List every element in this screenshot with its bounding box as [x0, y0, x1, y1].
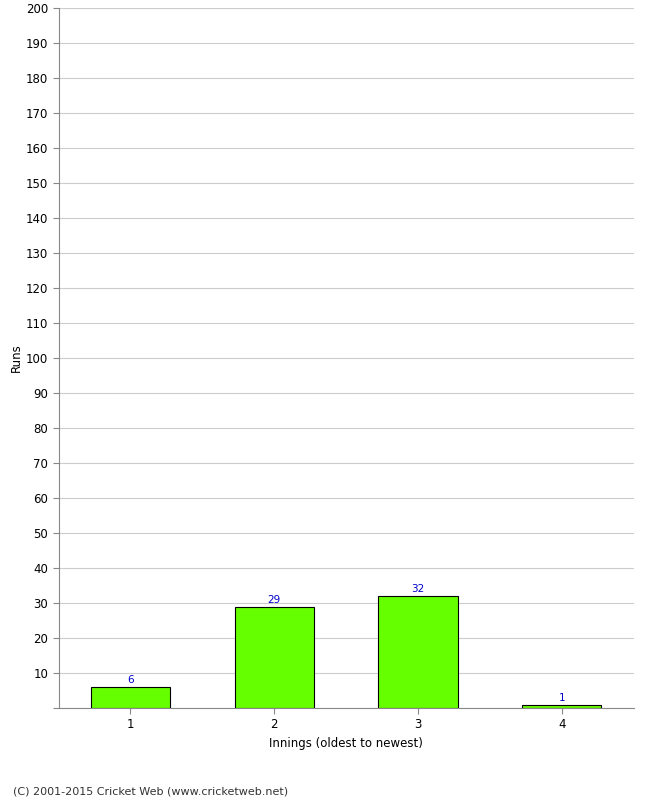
Text: 6: 6	[127, 675, 134, 686]
Text: (C) 2001-2015 Cricket Web (www.cricketweb.net): (C) 2001-2015 Cricket Web (www.cricketwe…	[13, 786, 288, 796]
Bar	[91, 687, 170, 708]
Bar	[523, 705, 601, 708]
Y-axis label: Runs: Runs	[10, 344, 23, 372]
Text: 1: 1	[558, 693, 565, 702]
Bar	[235, 606, 314, 708]
X-axis label: Innings (oldest to newest): Innings (oldest to newest)	[269, 737, 423, 750]
Text: 29: 29	[268, 594, 281, 605]
Text: 32: 32	[411, 584, 424, 594]
Bar	[378, 596, 458, 708]
